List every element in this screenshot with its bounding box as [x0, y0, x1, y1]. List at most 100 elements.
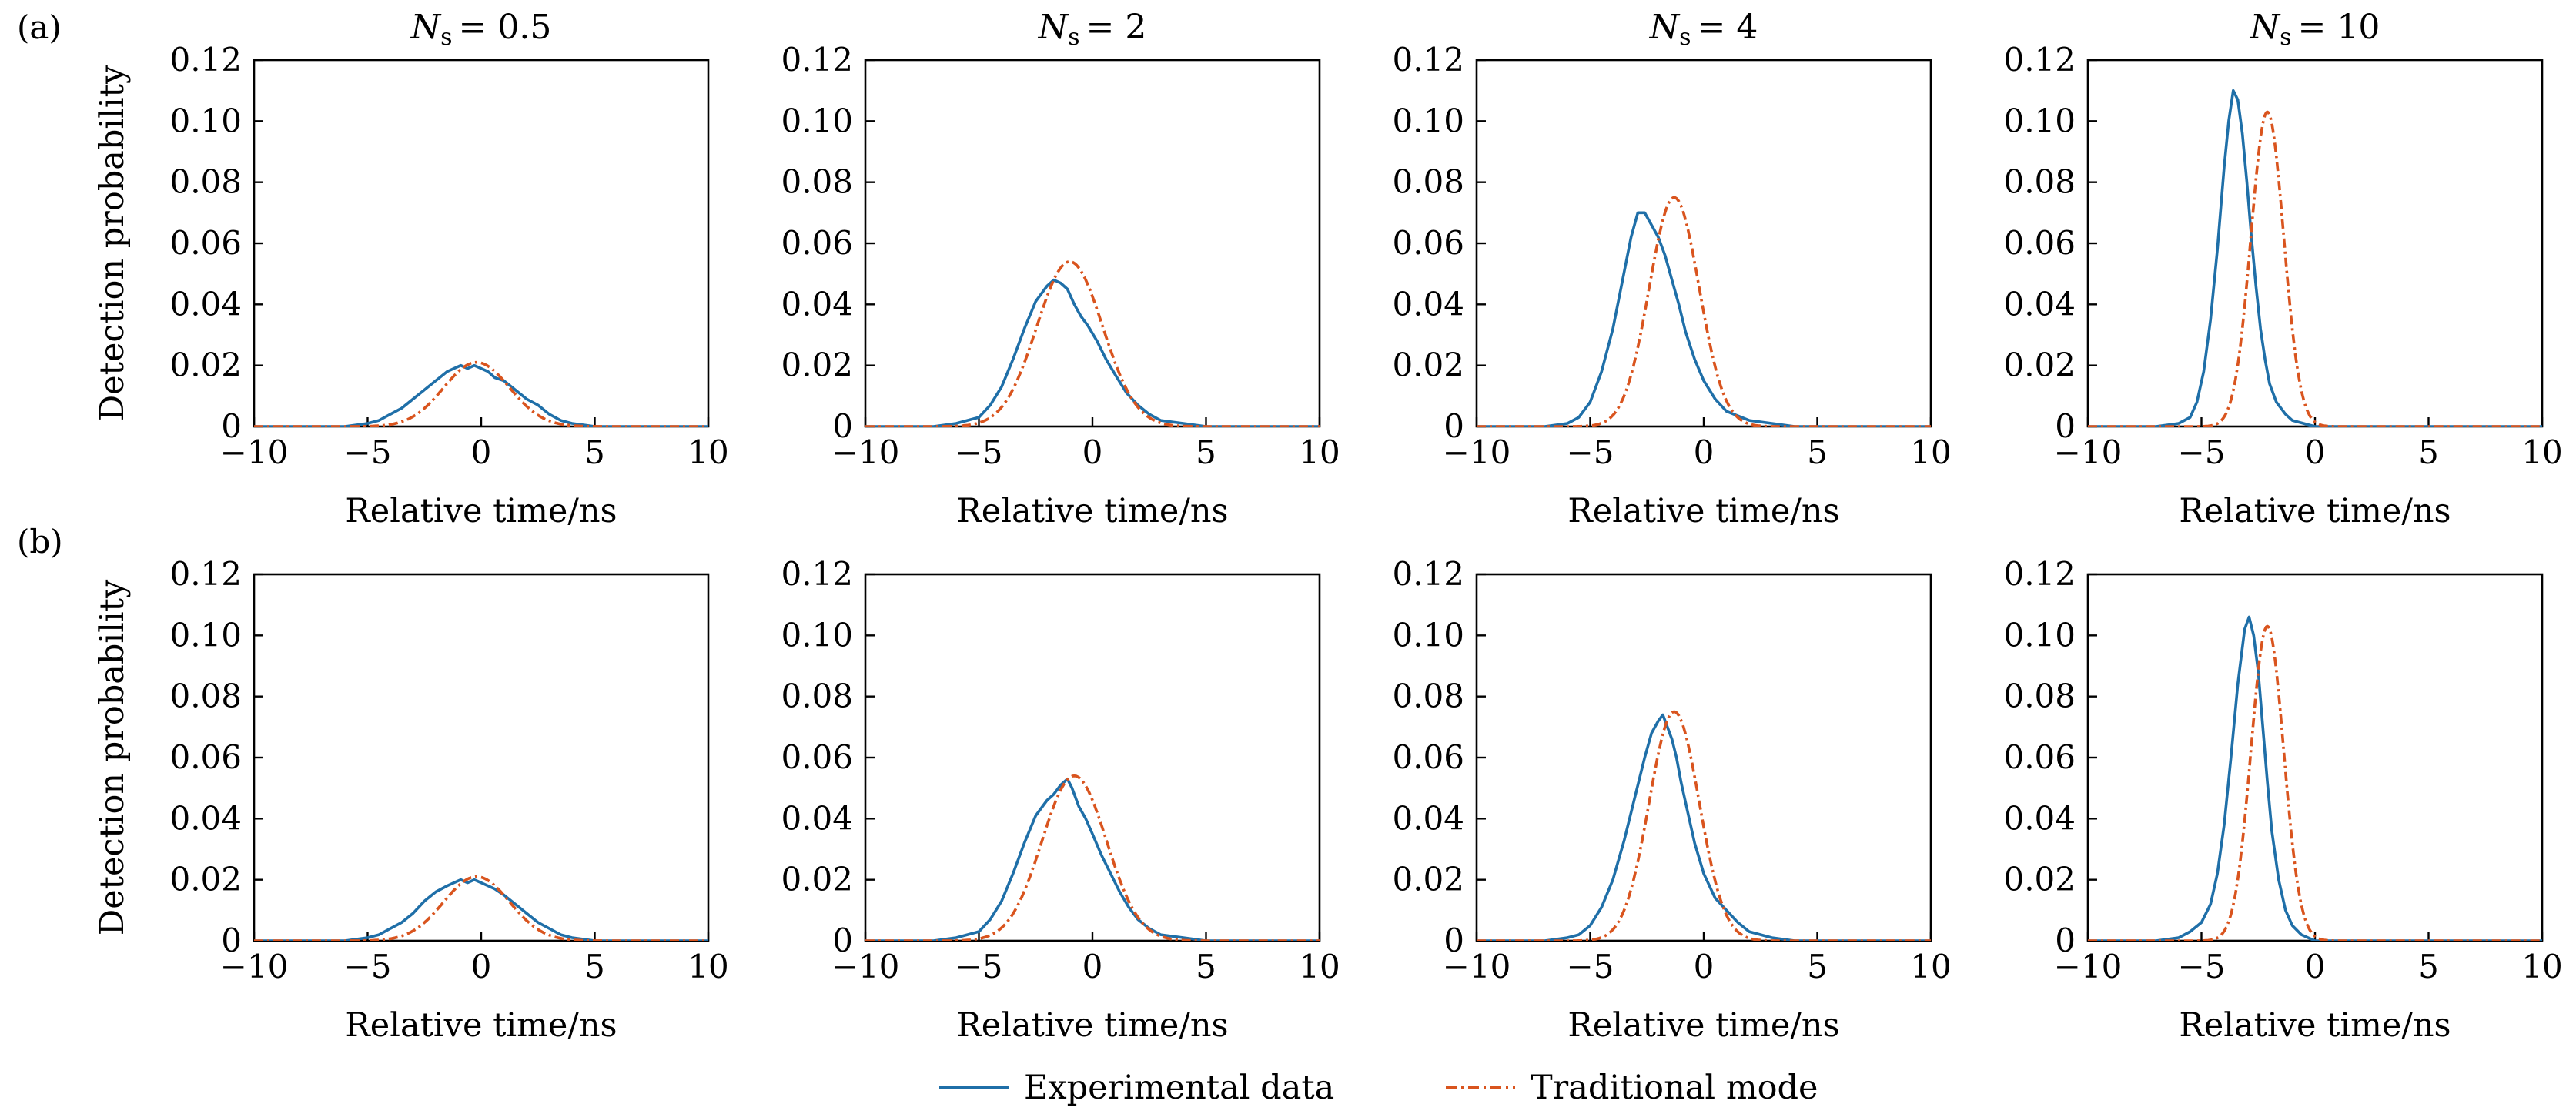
- y-tick-label: 0: [1444, 922, 1464, 959]
- title-value: = 4: [1698, 8, 1758, 47]
- series-line-traditional: [865, 260, 1320, 427]
- x-tick-label: 0: [1082, 948, 1103, 985]
- x-tick-label: 5: [2418, 433, 2439, 471]
- panel-8: 0 0.02 0.04 0.06 0.08 0.10 0.12 −10 −5 0 5 10 Relati…: [2003, 555, 2562, 1045]
- plot-frame: [864, 573, 1321, 942]
- x-tick-label: 0: [471, 433, 492, 471]
- x-tick-label: −10: [831, 948, 900, 985]
- y-tick-label: 0.06: [781, 224, 853, 262]
- x-tick-label: 10: [1299, 948, 1340, 985]
- y-tick-label: 0.10: [169, 102, 242, 139]
- panel-1: 0 0.02 0.04 0.06 0.08 0.10 0.12 −10 −5 0 5 10 Relati…: [93, 8, 729, 530]
- row-label-a: (a): [17, 8, 62, 46]
- x-tick-label: 5: [1196, 433, 1216, 471]
- x-tick-label: 10: [1910, 948, 1951, 985]
- series-line-experimental: [254, 878, 708, 941]
- legend-label-experimental: Experimental data: [1024, 1069, 1334, 1107]
- x-tick-label: 0: [471, 948, 492, 985]
- y-tick-label: 0.10: [2003, 102, 2076, 139]
- x-tick-label: −5: [1567, 433, 1614, 471]
- y-tick-label: 0.10: [169, 616, 242, 654]
- series-line-experimental: [865, 778, 1320, 941]
- x-tick-label: −5: [1567, 948, 1614, 985]
- x-axis-label: Relative time/ns: [1567, 1006, 1839, 1045]
- x-tick-label: −10: [831, 433, 900, 471]
- x-tick-label: −5: [955, 433, 1003, 471]
- x-tick-label: −5: [2178, 433, 2226, 471]
- title-value: = 2: [1086, 8, 1147, 47]
- y-tick-label: 0.04: [169, 799, 242, 837]
- x-axis-label: Relative time/ns: [2179, 1006, 2451, 1045]
- plot-frame: [864, 59, 1321, 428]
- y-tick-label: 0.04: [781, 285, 853, 323]
- y-tick-label: 0.10: [781, 102, 853, 139]
- y-tick-label: 0.08: [1392, 163, 1464, 201]
- x-tick-label: 10: [687, 948, 728, 985]
- panel-title: Ns = 2: [1038, 8, 1147, 51]
- y-tick-label: 0.02: [2003, 346, 2076, 384]
- x-axis-label: Relative time/ns: [345, 492, 617, 530]
- x-tick-label: 5: [2418, 948, 2439, 985]
- plot-frame: [1475, 59, 1932, 428]
- title-subscript: s: [1068, 24, 1079, 51]
- x-tick-label: 0: [2305, 948, 2326, 985]
- x-tick-label: −10: [1443, 433, 1511, 471]
- y-tick-label: 0.12: [2003, 555, 2076, 593]
- panel-title: Ns = 4: [1649, 8, 1758, 51]
- y-tick-label: 0.02: [781, 346, 853, 384]
- y-tick-label: 0.08: [2003, 677, 2076, 715]
- x-tick-label: 10: [1299, 433, 1340, 471]
- y-tick-label: 0: [221, 922, 242, 959]
- y-tick-label: 0.04: [2003, 285, 2076, 323]
- series-line-traditional: [2088, 110, 2542, 427]
- y-tick-label: 0.02: [2003, 861, 2076, 898]
- series-line-experimental: [254, 363, 708, 427]
- title-subscript: s: [440, 24, 452, 51]
- series-line-experimental: [2088, 615, 2542, 941]
- y-tick-label: 0.10: [2003, 616, 2076, 654]
- title-subscript: s: [1679, 24, 1691, 51]
- series-line-traditional: [1477, 710, 1931, 941]
- panel-7: 0 0.02 0.04 0.06 0.08 0.10 0.12 −10 −5 0 5 10 Relati…: [1392, 555, 1951, 1045]
- y-tick-label: 0.02: [169, 861, 242, 898]
- panel-title: Ns = 10: [2250, 8, 2380, 51]
- y-tick-label: 0.12: [169, 41, 242, 79]
- series-line-experimental: [2088, 89, 2542, 427]
- x-tick-label: −10: [2054, 433, 2123, 471]
- plot-frame: [2086, 59, 2544, 428]
- series-line-traditional: [254, 875, 708, 941]
- x-axis-label: Relative time/ns: [1567, 492, 1839, 530]
- x-tick-label: 0: [1694, 948, 1715, 985]
- x-tick-label: 10: [687, 433, 728, 471]
- x-tick-label: 5: [1196, 948, 1216, 985]
- y-tick-label: 0.06: [1392, 224, 1464, 262]
- legend: Experimental data Traditional mode: [939, 1069, 1818, 1107]
- panel-5: 0 0.02 0.04 0.06 0.08 0.10 0.12 −10 −5 0 5 10 Relati…: [93, 555, 729, 1045]
- x-tick-label: 5: [1807, 433, 1828, 471]
- y-axis-label: Detection probability: [93, 65, 132, 421]
- series-line-traditional: [254, 360, 708, 427]
- x-tick-label: 10: [2521, 948, 2562, 985]
- row-label-b: (b): [17, 523, 63, 560]
- panel-2: 0 0.02 0.04 0.06 0.08 0.10 0.12 −10 −5 0 5 10 Relati…: [781, 8, 1340, 530]
- y-tick-label: 0.08: [2003, 163, 2076, 201]
- x-axis-label: Relative time/ns: [2179, 492, 2451, 530]
- y-tick-label: 0: [2055, 922, 2076, 959]
- plot-frame: [253, 573, 710, 942]
- series-line-experimental: [1477, 211, 1931, 427]
- y-tick-label: 0.12: [2003, 41, 2076, 79]
- title-variable: N: [2250, 8, 2281, 47]
- y-tick-label: 0: [2055, 407, 2076, 445]
- y-tick-label: 0.04: [2003, 799, 2076, 837]
- y-tick-label: 0.06: [1392, 738, 1464, 776]
- x-tick-label: 5: [584, 948, 605, 985]
- legend-label-traditional: Traditional mode: [1531, 1069, 1818, 1107]
- series-line-traditional: [2088, 624, 2542, 941]
- panel-title: Ns = 0.5: [410, 8, 552, 51]
- y-tick-label: 0.04: [169, 285, 242, 323]
- x-tick-label: 5: [1807, 948, 1828, 985]
- series-line-experimental: [1477, 713, 1931, 941]
- series-line-traditional: [865, 774, 1320, 941]
- x-tick-label: 0: [1082, 433, 1103, 471]
